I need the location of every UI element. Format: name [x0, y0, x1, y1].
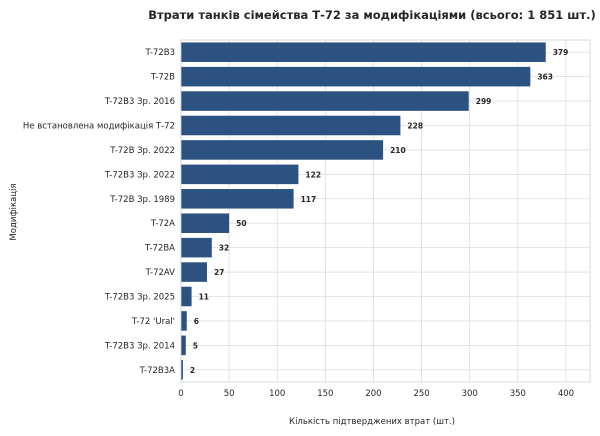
- y-tick-label: T-72B3 Зр. 2014: [104, 341, 175, 351]
- data-label: 117: [301, 195, 317, 204]
- bar: [181, 335, 186, 356]
- y-tick-label: T-72B3 Зр. 2016: [104, 97, 175, 107]
- bar: [181, 237, 212, 258]
- y-tick-label: T-72B3 Зр. 2022: [104, 170, 175, 180]
- bar: [181, 189, 294, 209]
- bar: [181, 262, 207, 282]
- bar: [181, 91, 469, 111]
- x-tick-label: 350: [510, 389, 526, 399]
- y-tick-label: T-72 'Ural': [131, 317, 175, 327]
- x-tick-label: 50: [224, 389, 235, 399]
- bar: [181, 140, 384, 160]
- bar: [181, 42, 546, 62]
- data-label: 299: [476, 97, 492, 106]
- x-tick-label: 150: [317, 389, 333, 399]
- data-label: 210: [390, 146, 406, 155]
- bars: [181, 42, 546, 380]
- data-label: 32: [219, 244, 229, 253]
- y-tick-label: T-72B3A: [139, 366, 176, 376]
- data-label: 228: [407, 122, 423, 131]
- x-tick-label: 200: [365, 389, 381, 399]
- data-label: 5: [193, 341, 198, 350]
- data-label: 122: [305, 170, 321, 179]
- y-tick-label: Не встановлена модифікація Т-72: [23, 122, 175, 132]
- y-tick-label: T-72B: [150, 73, 175, 83]
- data-label: 379: [553, 48, 569, 57]
- y-tick-labels: T-72B3 T-72B T-72B3 Зр. 2016 Не встановлена…: [23, 48, 175, 376]
- data-label: 11: [199, 293, 209, 302]
- data-label: 6: [194, 317, 199, 326]
- y-tick-label: T-72B3: [144, 48, 175, 58]
- data-label: 50: [236, 219, 246, 228]
- x-tick-label: 0: [178, 389, 183, 399]
- y-axis-label: Модифікація: [9, 183, 19, 240]
- x-tick-label: 250: [413, 389, 429, 399]
- y-tick-label: T-72BA: [144, 244, 175, 254]
- data-labels: 379 363 299 228 210 122 117 50 32 27 11 6 5 2: [190, 48, 568, 375]
- bar: [181, 311, 187, 331]
- bar: [181, 115, 401, 136]
- bar: [181, 360, 183, 380]
- bar: [181, 213, 230, 233]
- x-tick-label: 300: [462, 389, 478, 399]
- x-tick-label: 100: [269, 389, 285, 399]
- bar: [181, 164, 299, 185]
- y-tick-label: T-72AV: [145, 268, 176, 278]
- y-tick-label: T-72B Зр. 2022: [109, 146, 175, 156]
- data-label: 27: [214, 268, 224, 277]
- x-tick-labels: 0 50 100 150 200 250 300 350 400: [178, 389, 574, 399]
- chart-title: Втрати танків сімейства Т-72 за модифіка…: [148, 8, 596, 22]
- plot-frame: [180, 39, 591, 383]
- y-tick-label: T-72A: [150, 219, 175, 229]
- x-tick-label: 400: [558, 389, 574, 399]
- data-label: 363: [537, 73, 553, 82]
- y-tick-label: T-72B Зр. 1989: [109, 195, 175, 205]
- bar: [181, 286, 192, 307]
- x-axis-label: Кількість підтверджених втрат (шт.): [289, 417, 455, 427]
- y-tick-label: T-72B3 Зр. 2025: [104, 293, 175, 303]
- data-label: 2: [190, 366, 195, 375]
- bar: [181, 66, 531, 87]
